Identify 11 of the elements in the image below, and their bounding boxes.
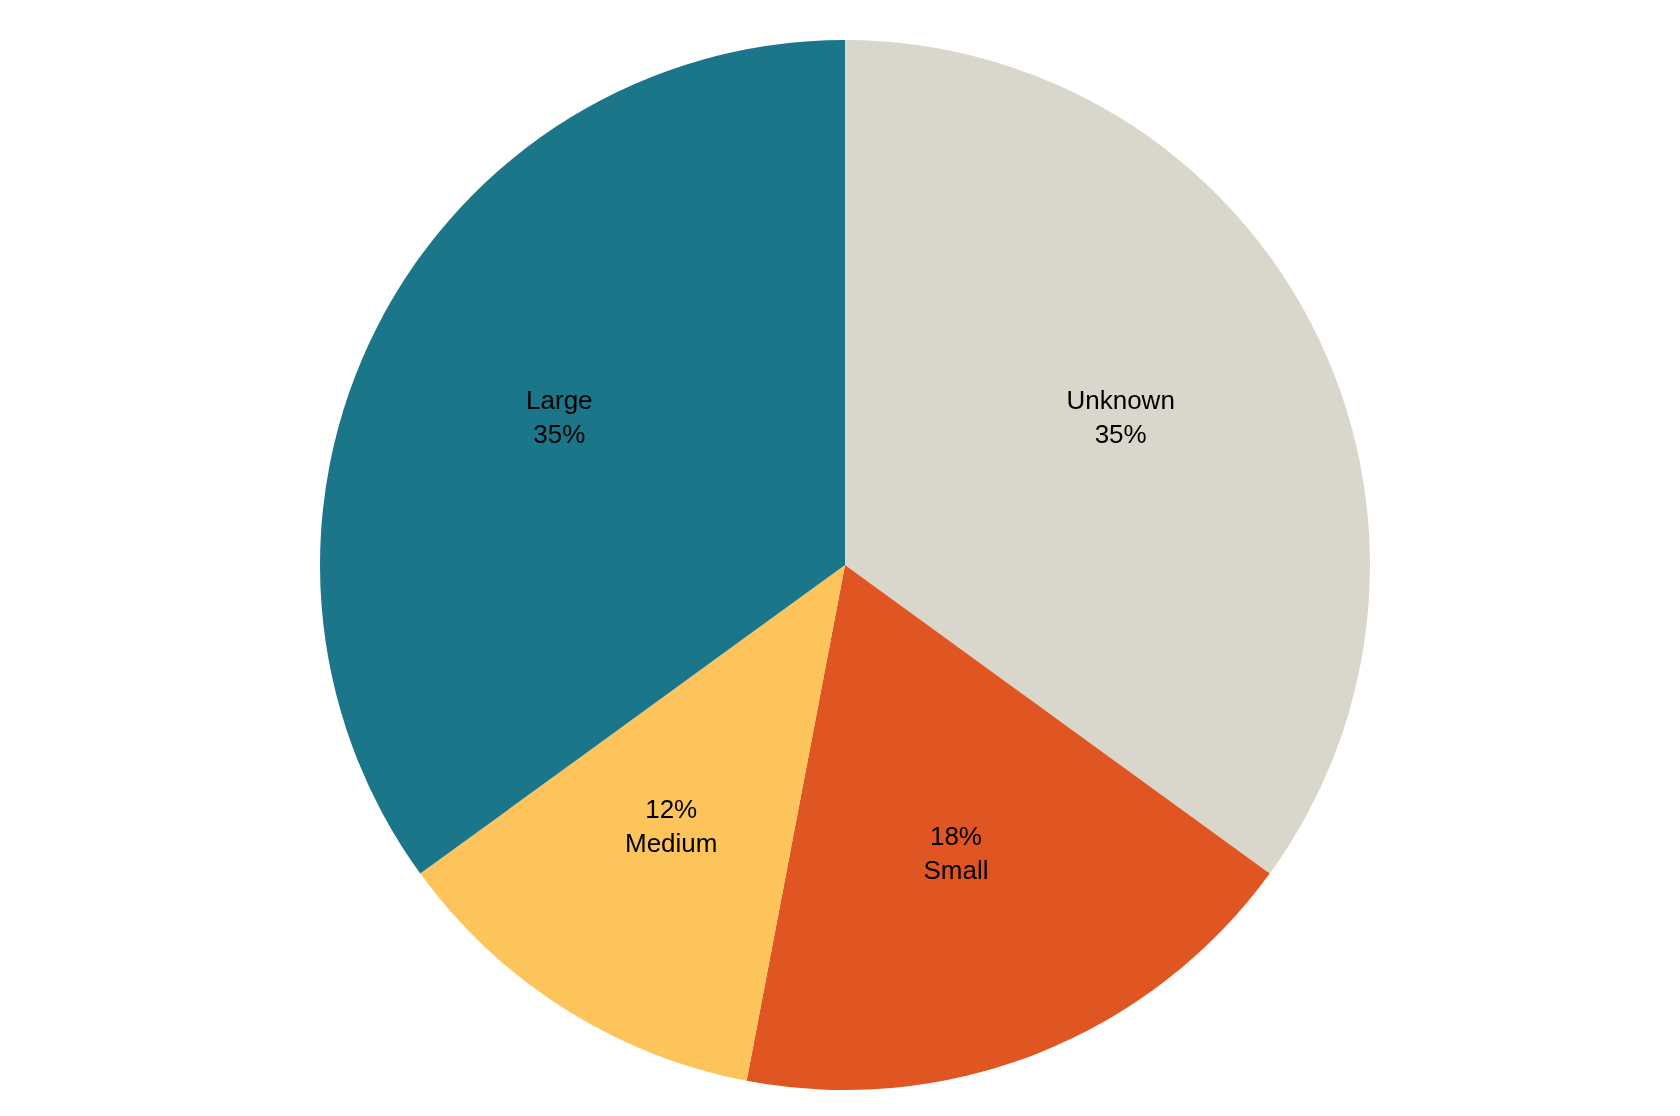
slice-label: Unknown [1066, 385, 1175, 416]
pie-slice [420, 565, 845, 1081]
slice-label: Small [923, 854, 989, 885]
slice-label: Large [526, 385, 593, 416]
data-label: 35% [1094, 418, 1147, 449]
data-label: 35% [533, 418, 586, 449]
data-label: 18% [929, 821, 982, 852]
pie-slice [320, 40, 845, 874]
data-label: 12% [645, 794, 698, 825]
slice-label: Medium [624, 827, 718, 858]
pie-slice [746, 565, 1270, 1089]
